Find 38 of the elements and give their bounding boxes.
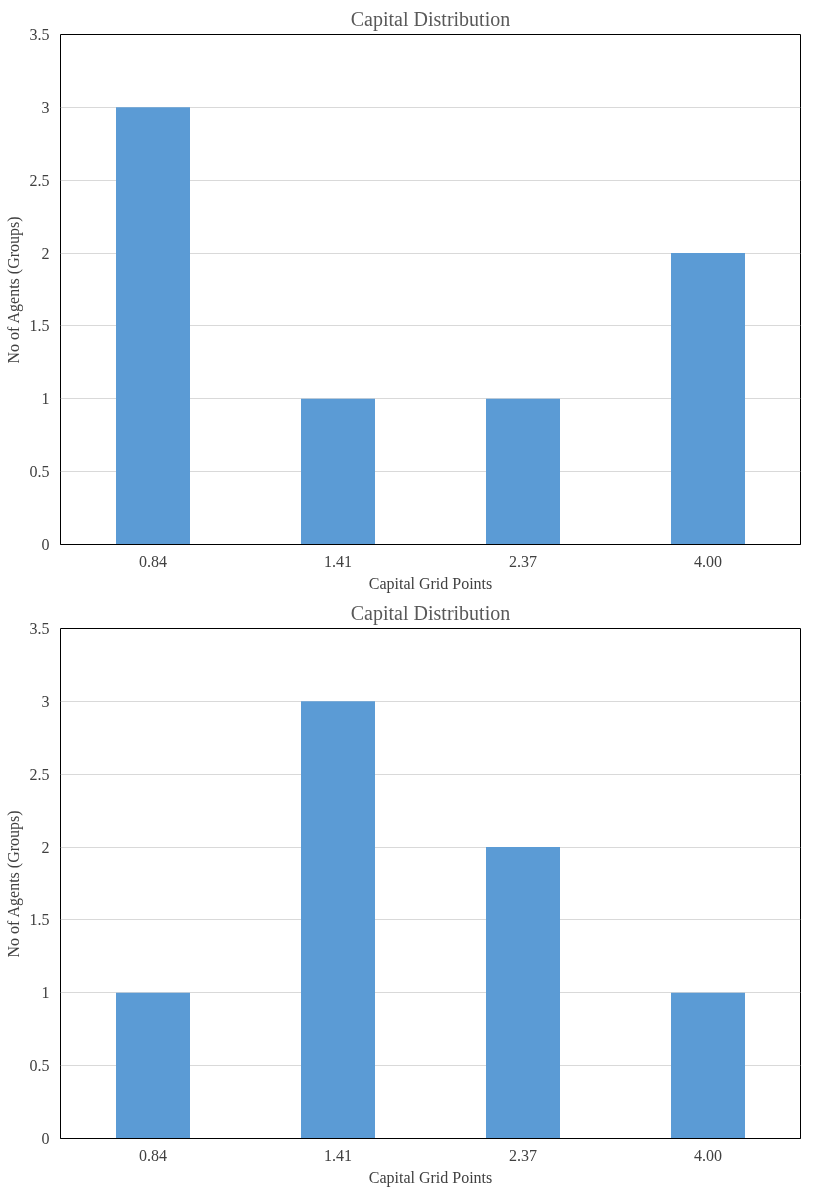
y-tick-label: 1.5 xyxy=(29,911,50,929)
bar xyxy=(116,107,190,545)
x-tick-label: 1.41 xyxy=(324,1146,352,1164)
y-tick-label: 1 xyxy=(41,984,50,1002)
y-tick-label: 2 xyxy=(41,244,50,262)
bar xyxy=(301,701,375,1139)
y-tick-label: 3.5 xyxy=(29,26,50,43)
y-axis-title: No of Agents (Groups) xyxy=(4,216,23,364)
bar xyxy=(116,992,190,1139)
y-tick-label: 2.5 xyxy=(29,171,50,189)
y-tick-label: 3 xyxy=(41,692,50,710)
x-tick-label: 2.37 xyxy=(509,1146,537,1164)
bar xyxy=(486,847,560,1139)
x-tick-label: 4.00 xyxy=(694,1146,722,1164)
bar xyxy=(671,992,745,1139)
chart-title: Capital Distribution xyxy=(350,7,511,31)
chart-title: Capital Distribution xyxy=(350,601,511,625)
y-tick-label: 0.5 xyxy=(29,463,50,481)
x-axis-title: Capital Grid Points xyxy=(368,1168,493,1187)
y-tick-label: 0 xyxy=(41,536,50,553)
y-tick-label: 2.5 xyxy=(29,765,50,783)
x-tick-label: 1.41 xyxy=(324,552,352,570)
x-tick-label: 2.37 xyxy=(509,552,537,570)
y-tick-label: 3.5 xyxy=(29,620,50,637)
y-tick-label: 0.5 xyxy=(29,1057,50,1075)
y-tick-label: 0 xyxy=(41,1130,50,1147)
x-tick-label: 0.84 xyxy=(139,552,167,570)
y-tick-label: 1 xyxy=(41,390,50,408)
y-tick-label: 3 xyxy=(41,98,50,116)
x-tick-label: 4.00 xyxy=(694,552,722,570)
bar xyxy=(671,253,745,545)
x-tick-label: 0.84 xyxy=(139,1146,167,1164)
x-axis-title: Capital Grid Points xyxy=(368,574,493,593)
bar xyxy=(301,398,375,545)
y-axis-title: No of Agents (Groups) xyxy=(4,810,23,958)
y-tick-label: 1.5 xyxy=(29,317,50,335)
bar xyxy=(486,398,560,545)
y-tick-label: 2 xyxy=(41,838,50,856)
